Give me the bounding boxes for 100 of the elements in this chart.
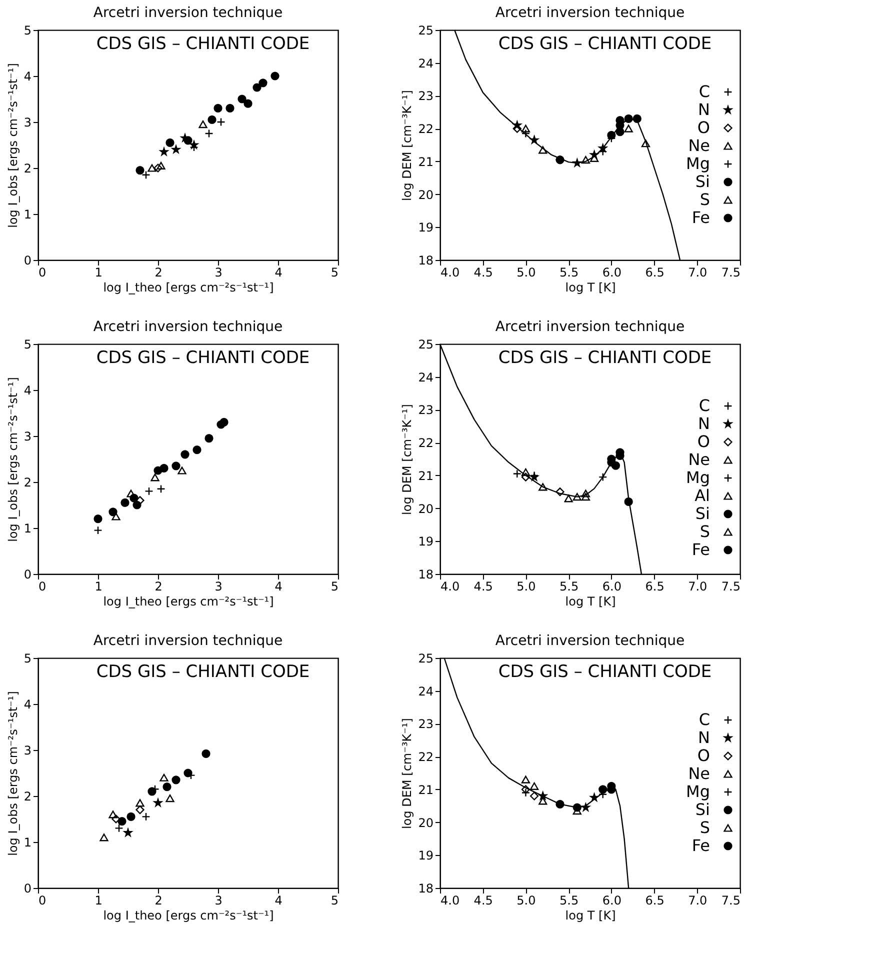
x-tick-label: 3 xyxy=(214,266,222,280)
x-tick-label: 4 xyxy=(274,266,282,280)
x-axis-title: log I_theo [ergs cm⁻²s⁻¹st⁻¹] xyxy=(103,594,274,608)
legend-label: Fe xyxy=(692,540,710,559)
legend-label: S xyxy=(700,522,710,541)
y-axis-title: log DEM [cm⁻³K⁻¹] xyxy=(400,404,414,515)
chart-title: Arcetri inversion technique xyxy=(495,633,685,649)
y-tick-label: 5 xyxy=(24,652,32,666)
x-tick-label: 2 xyxy=(154,266,162,280)
legend-label: O xyxy=(697,118,710,137)
x-tick-label: 5.0 xyxy=(516,580,536,594)
x-tick-label: 5.5 xyxy=(560,580,579,594)
legend-label: S xyxy=(700,818,710,837)
y-tick-label: 22 xyxy=(418,436,434,450)
x-tick-label: 7.0 xyxy=(688,580,708,594)
legend-label: Ne xyxy=(688,450,710,469)
x-tick-label: 1 xyxy=(94,894,102,908)
y-tick-label: 1 xyxy=(24,836,32,850)
x-axis-title: log T [K] xyxy=(565,908,616,922)
x-tick-label: 7.5 xyxy=(721,266,740,280)
x-tick-label: 4.5 xyxy=(474,266,493,280)
x-tick-label: 4.0 xyxy=(440,894,460,908)
x-tick-label: 7.0 xyxy=(688,894,708,908)
legend-label: O xyxy=(697,432,710,451)
x-tick-label: 7.5 xyxy=(721,580,740,594)
x-axis-title: log I_theo [ergs cm⁻²s⁻¹st⁻¹] xyxy=(103,280,274,294)
x-tick-label: 6.5 xyxy=(645,266,664,280)
annotation: CDS GIS – CHIANTI CODE xyxy=(498,34,712,54)
x-tick-label: 6.0 xyxy=(602,266,622,280)
legend-label: Al xyxy=(694,486,710,505)
y-tick-label: 24 xyxy=(418,56,434,70)
legend-label: N xyxy=(698,414,710,433)
legend-label: O xyxy=(697,746,710,765)
x-axis-title: log T [K] xyxy=(565,280,616,294)
y-tick-label: 2 xyxy=(24,162,32,176)
y-tick-label: 20 xyxy=(418,816,434,830)
x-tick-label: 6.5 xyxy=(645,894,664,908)
y-tick-label: 22 xyxy=(418,750,434,764)
legend-label: N xyxy=(698,728,710,747)
x-tick-label: 0 xyxy=(38,894,46,908)
y-tick-label: 19 xyxy=(418,220,434,235)
x-tick-label: 3 xyxy=(214,580,222,594)
x-tick-label: 1 xyxy=(94,580,102,594)
legend-label: Si xyxy=(695,504,710,523)
x-tick-label: 4.0 xyxy=(440,266,460,280)
x-tick-label: 5.5 xyxy=(560,894,579,908)
x-tick-label: 4 xyxy=(274,894,282,908)
x-tick-label: 7.5 xyxy=(721,894,740,908)
x-tick-label: 5.0 xyxy=(516,894,536,908)
legend-label: Si xyxy=(695,800,710,819)
y-axis-title: log I_obs [ergs cm⁻²s⁻¹st⁻¹] xyxy=(6,377,20,542)
y-tick-label: 23 xyxy=(418,89,434,104)
annotation: CDS GIS – CHIANTI CODE xyxy=(96,348,310,368)
y-axis-title: log I_obs [ergs cm⁻²s⁻¹st⁻¹] xyxy=(6,691,20,856)
y-tick-label: 19 xyxy=(418,848,434,863)
y-tick-label: 4 xyxy=(24,698,32,712)
y-tick-label: 3 xyxy=(24,430,32,444)
chart-title: Arcetri inversion technique xyxy=(93,633,283,649)
legend-label: C xyxy=(698,82,710,101)
x-tick-label: 4 xyxy=(274,580,282,594)
x-tick-label: 1 xyxy=(94,266,102,280)
y-tick-label: 1 xyxy=(24,208,32,222)
annotation: CDS GIS – CHIANTI CODE xyxy=(498,662,712,682)
y-axis-title: log DEM [cm⁻³K⁻¹] xyxy=(400,718,414,829)
y-axis-title: log DEM [cm⁻³K⁻¹] xyxy=(400,90,414,201)
x-tick-label: 6.0 xyxy=(602,894,622,908)
y-tick-label: 25 xyxy=(418,338,434,352)
x-tick-label: 6.0 xyxy=(602,580,622,594)
y-tick-label: 25 xyxy=(418,24,434,38)
y-tick-label: 0 xyxy=(24,568,32,582)
x-tick-label: 7.0 xyxy=(688,266,708,280)
x-tick-label: 2 xyxy=(154,580,162,594)
x-axis-title: log I_theo [ergs cm⁻²s⁻¹st⁻¹] xyxy=(103,908,274,922)
y-tick-label: 20 xyxy=(418,188,434,202)
y-tick-label: 18 xyxy=(418,568,434,582)
x-axis-title: log T [K] xyxy=(565,594,616,608)
x-tick-label: 3 xyxy=(214,894,222,908)
y-tick-label: 4 xyxy=(24,384,32,398)
y-tick-label: 23 xyxy=(418,717,434,732)
legend-label: N xyxy=(698,100,710,119)
chart-title: Arcetri inversion technique xyxy=(93,319,283,335)
legend-label: Fe xyxy=(692,208,710,227)
x-tick-label: 0 xyxy=(38,266,46,280)
x-tick-label: 5 xyxy=(330,580,338,594)
annotation: CDS GIS – CHIANTI CODE xyxy=(498,348,712,368)
x-tick-label: 5.0 xyxy=(516,266,536,280)
x-tick-label: 2 xyxy=(154,894,162,908)
x-tick-label: 4.5 xyxy=(474,580,493,594)
y-tick-label: 24 xyxy=(418,370,434,384)
x-tick-label: 6.5 xyxy=(645,580,664,594)
legend-label: Fe xyxy=(692,836,710,855)
y-tick-label: 4 xyxy=(24,70,32,84)
legend-label: Si xyxy=(695,172,710,191)
y-tick-label: 2 xyxy=(24,476,32,490)
y-tick-label: 23 xyxy=(418,403,434,418)
y-tick-label: 20 xyxy=(418,502,434,516)
legend-label: C xyxy=(698,710,710,729)
y-tick-label: 2 xyxy=(24,790,32,804)
legend-label: Ne xyxy=(688,136,710,155)
legend-label: Mg xyxy=(686,782,710,801)
